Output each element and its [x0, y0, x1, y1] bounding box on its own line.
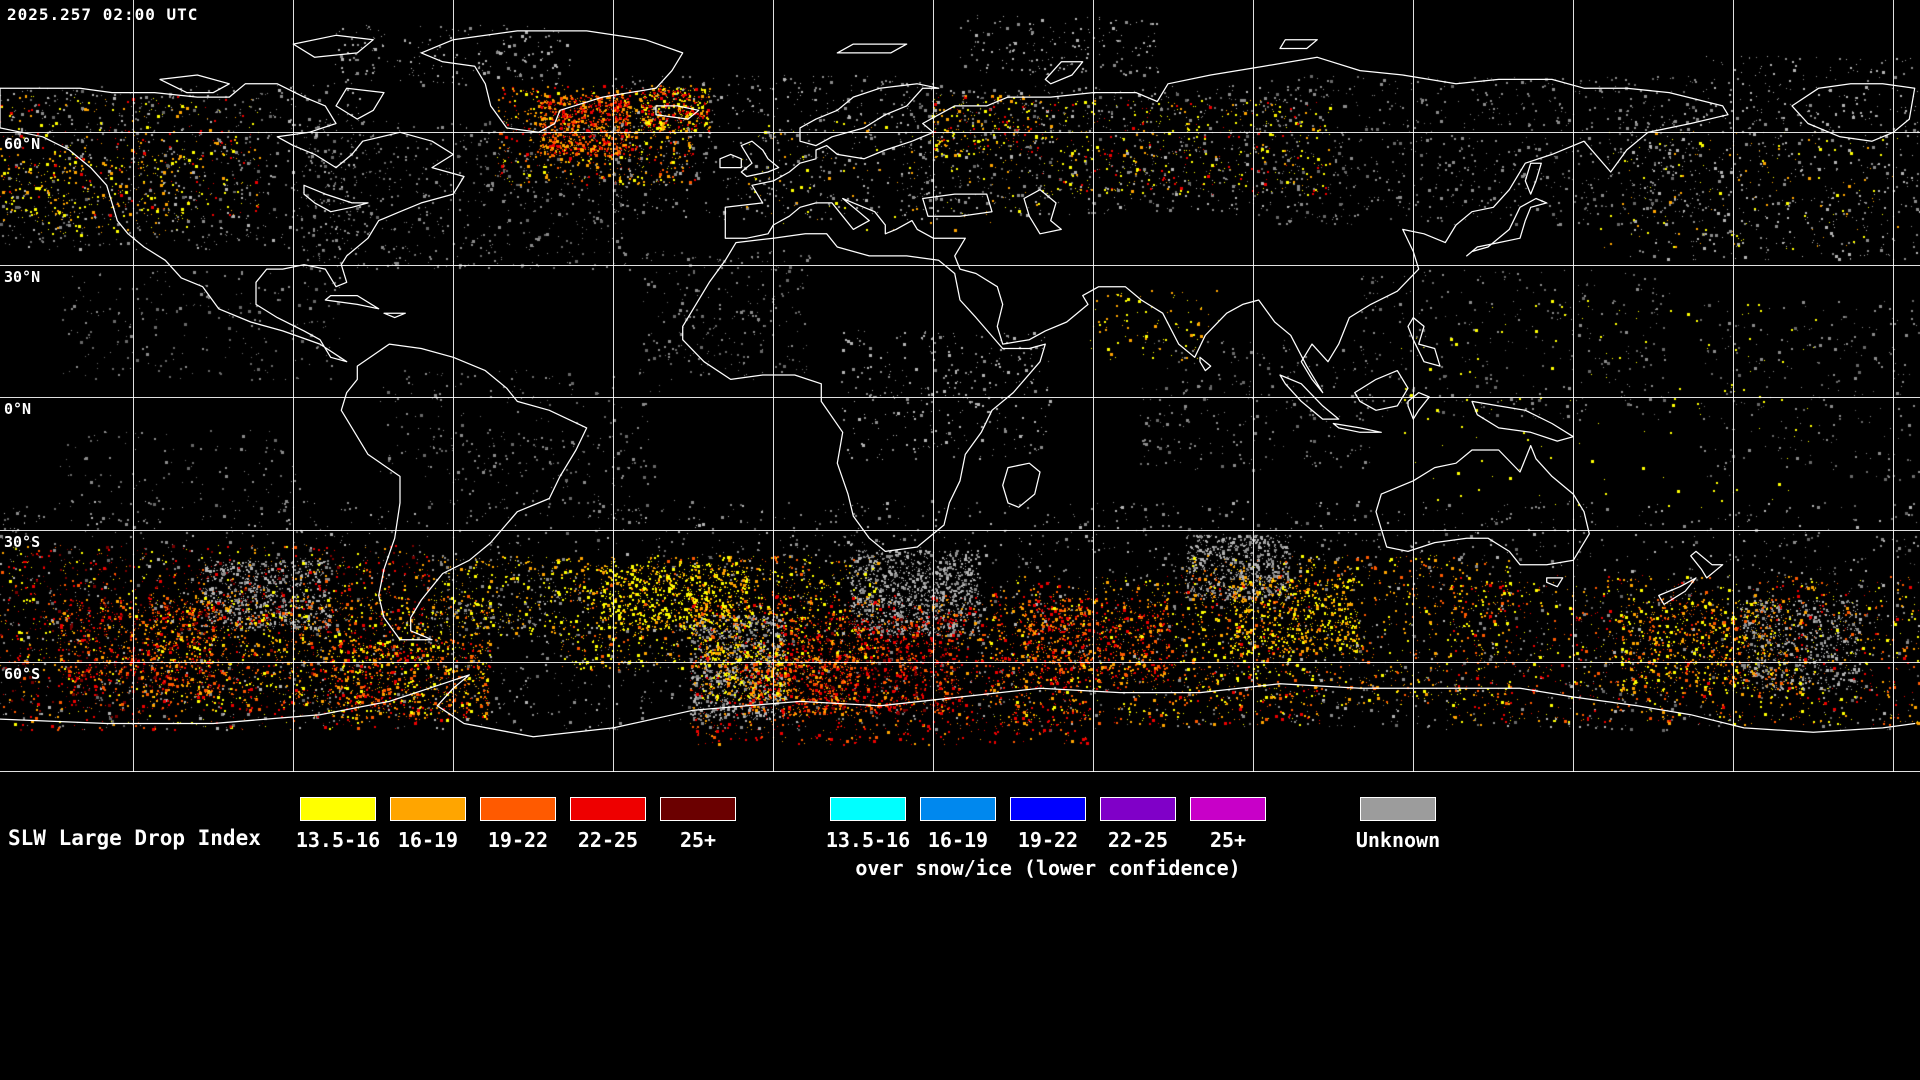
warm-swatch-2 — [390, 797, 466, 821]
coastline-japan — [1466, 197, 1548, 257]
legend: SLW Large Drop Index 13.5-16 16-19 19-22… — [0, 772, 1920, 1080]
legend-unknown-item: Unknown — [1353, 797, 1443, 852]
cool-label-4: 22-25 — [1107, 828, 1169, 852]
coastline-nz-south — [1658, 577, 1697, 606]
coastline-tasmania — [1546, 577, 1564, 588]
latitude-label: 60°S — [4, 665, 41, 683]
warm-label-3: 19-22 — [487, 828, 549, 852]
latitude-label: 0°N — [4, 400, 32, 418]
coastline-greenland — [420, 30, 684, 133]
coastline-novaya-zemlya — [1044, 61, 1084, 85]
coastline-ireland — [719, 153, 742, 169]
coastline-alaska — [1791, 83, 1916, 142]
legend-warm-item: 13.5-16 — [293, 797, 383, 852]
coastline-hispaniola — [383, 312, 406, 319]
coastline-uk — [740, 140, 780, 178]
coastline-antarctica — [0, 674, 1916, 738]
coastline-caspian-sea — [1023, 189, 1062, 235]
legend-cool-item: 22-25 — [1093, 797, 1183, 852]
coastline-philippines — [1407, 316, 1441, 367]
warm-label-5: 25+ — [679, 828, 717, 852]
legend-warm-item: 16-19 — [383, 797, 473, 852]
warm-swatch-5 — [660, 797, 736, 821]
coastline-victoria-island — [159, 74, 230, 94]
legend-warm-item: 19-22 — [473, 797, 563, 852]
coastline-borneo — [1354, 369, 1409, 411]
unknown-label: Unknown — [1355, 828, 1441, 852]
coastline-ellesmere-island — [292, 34, 374, 58]
timestamp: 2025.257 02:00 UTC — [7, 5, 199, 24]
coastline-australia — [1375, 444, 1590, 566]
coastline-north-america — [0, 83, 465, 363]
latitude-label: 30°S — [4, 533, 41, 551]
coastline-nz-north — [1690, 550, 1724, 579]
coastline-madagascar — [1002, 462, 1041, 508]
cool-label-2: 16-19 — [927, 828, 989, 852]
coastline-africa — [682, 233, 1046, 553]
warm-label-4: 22-25 — [577, 828, 639, 852]
warm-label-1: 13.5-16 — [295, 828, 381, 852]
legend-cool-item: 13.5-16 — [823, 797, 913, 852]
coastline-java — [1332, 422, 1382, 433]
legend-warm-item: 22-25 — [563, 797, 653, 852]
coastline-cuba — [324, 294, 380, 310]
legend-title: SLW Large Drop Index — [8, 826, 261, 850]
coastline-sumatra — [1279, 374, 1340, 420]
coastline-svg — [0, 30, 1916, 738]
cool-label-5: 25+ — [1209, 828, 1247, 852]
legend-cool-item: 19-22 — [1003, 797, 1093, 852]
legend-cool-item: 16-19 — [913, 797, 1003, 852]
coastline-eurasia — [724, 56, 1729, 394]
coastline-great-lakes — [303, 184, 369, 213]
legend-cool-item: 25+ — [1183, 797, 1273, 852]
cool-swatch-4 — [1100, 797, 1176, 821]
world-map: 60°N 30°N 0°N 30°S 60°S 2025.257 02:00 UTC — [0, 0, 1920, 772]
warm-swatch-1 — [300, 797, 376, 821]
coastline-severnaya-zemlya — [1279, 39, 1318, 50]
warm-label-2: 16-19 — [397, 828, 459, 852]
warm-swatch-4 — [570, 797, 646, 821]
cool-label-3: 19-22 — [1017, 828, 1079, 852]
unknown-swatch — [1360, 797, 1436, 821]
legend-warm-item: 25+ — [653, 797, 743, 852]
latitude-label: 30°N — [4, 268, 41, 286]
coastline-baffin-island — [335, 87, 385, 120]
warm-swatch-3 — [480, 797, 556, 821]
coastline-svalbard — [836, 43, 908, 54]
cool-swatch-2 — [920, 797, 996, 821]
legend-unknown-group: Unknown — [1353, 797, 1443, 852]
legend-cool-group: 13.5-16 16-19 19-22 22-25 25+ — [823, 797, 1273, 852]
coastline-iceland — [655, 105, 700, 120]
coastline-sakhalin — [1524, 162, 1542, 195]
cool-swatch-1 — [830, 797, 906, 821]
coastline-new-guinea — [1471, 400, 1574, 442]
coastline-scandinavia — [799, 83, 940, 147]
latitude-label: 60°N — [4, 135, 41, 153]
legend-warm-group: 13.5-16 16-19 19-22 22-25 25+ — [293, 797, 743, 852]
coastline-sri-lanka — [1199, 356, 1212, 372]
cool-swatch-3 — [1010, 797, 1086, 821]
coastline-black-sea — [922, 193, 993, 217]
cool-label-1: 13.5-16 — [825, 828, 911, 852]
coastline-sulawesi — [1407, 391, 1430, 420]
cool-caption: over snow/ice (lower confidence) — [855, 856, 1241, 880]
cool-swatch-5 — [1190, 797, 1266, 821]
coastline-south-america — [340, 343, 588, 641]
